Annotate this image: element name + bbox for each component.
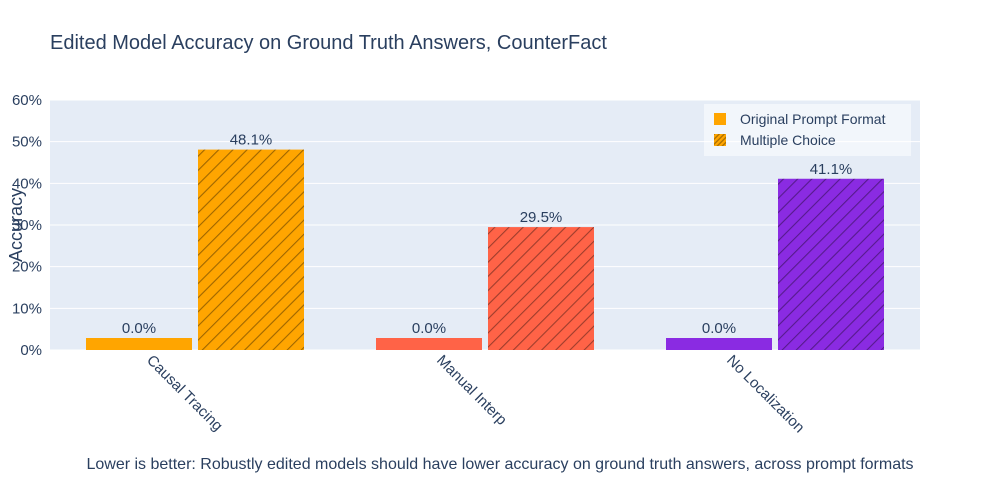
chart-footnote: Lower is better: Robustly edited models … xyxy=(86,456,914,473)
bar-value-label: 29.5% xyxy=(520,209,563,226)
bar-value-label: 0.0% xyxy=(122,320,156,337)
bar-causal-tracing-original[interactable] xyxy=(86,338,192,350)
legend-swatch-solid-icon xyxy=(714,113,726,125)
legend-label: Original Prompt Format xyxy=(740,111,886,127)
y-axis-ticks: 0% 10% 20% 30% 40% 50% 60% xyxy=(12,92,42,359)
bars xyxy=(86,149,884,350)
bar-no-localization-original[interactable] xyxy=(666,338,772,350)
legend-swatch-hatch-icon xyxy=(714,134,726,146)
bar-value-label: 41.1% xyxy=(810,161,853,178)
data-labels: 0.0% 48.1% 0.0% 29.5% 0.0% 41.1% xyxy=(122,132,852,337)
y-tick-label: 20% xyxy=(12,259,42,276)
y-tick-label: 40% xyxy=(12,175,42,192)
x-tick-label: Causal Tracing xyxy=(143,352,226,435)
x-tick-label: No Localization xyxy=(723,352,808,437)
legend-label: Multiple Choice xyxy=(740,132,836,148)
y-tick-label: 10% xyxy=(12,300,42,317)
bar-value-label: 0.0% xyxy=(702,320,736,337)
chart-title: Edited Model Accuracy on Ground Truth An… xyxy=(50,32,607,54)
x-axis-ticks: Causal Tracing Manual Interp No Localizati… xyxy=(143,352,808,437)
legend: Original Prompt Format Multiple Choice xyxy=(704,104,911,156)
legend-item-multiple-choice[interactable]: Multiple Choice xyxy=(714,130,836,150)
x-tick-label: Manual Interp xyxy=(433,352,510,429)
y-tick-label: 30% xyxy=(12,217,42,234)
bar-manual-interp-multiple-choice[interactable] xyxy=(488,227,594,350)
bar-causal-tracing-multiple-choice[interactable] xyxy=(198,149,304,350)
bar-value-label: 48.1% xyxy=(230,132,273,149)
bar-no-localization-multiple-choice[interactable] xyxy=(778,178,884,350)
legend-item-original[interactable]: Original Prompt Format xyxy=(714,109,885,129)
gridlines xyxy=(50,99,920,351)
bar-manual-interp-original[interactable] xyxy=(376,338,482,350)
y-tick-label: 60% xyxy=(12,92,42,109)
y-tick-label: 50% xyxy=(12,134,42,151)
bar-value-label: 0.0% xyxy=(412,320,446,337)
y-tick-label: 0% xyxy=(20,342,42,359)
y-axis-label: Accuracy xyxy=(6,188,26,262)
